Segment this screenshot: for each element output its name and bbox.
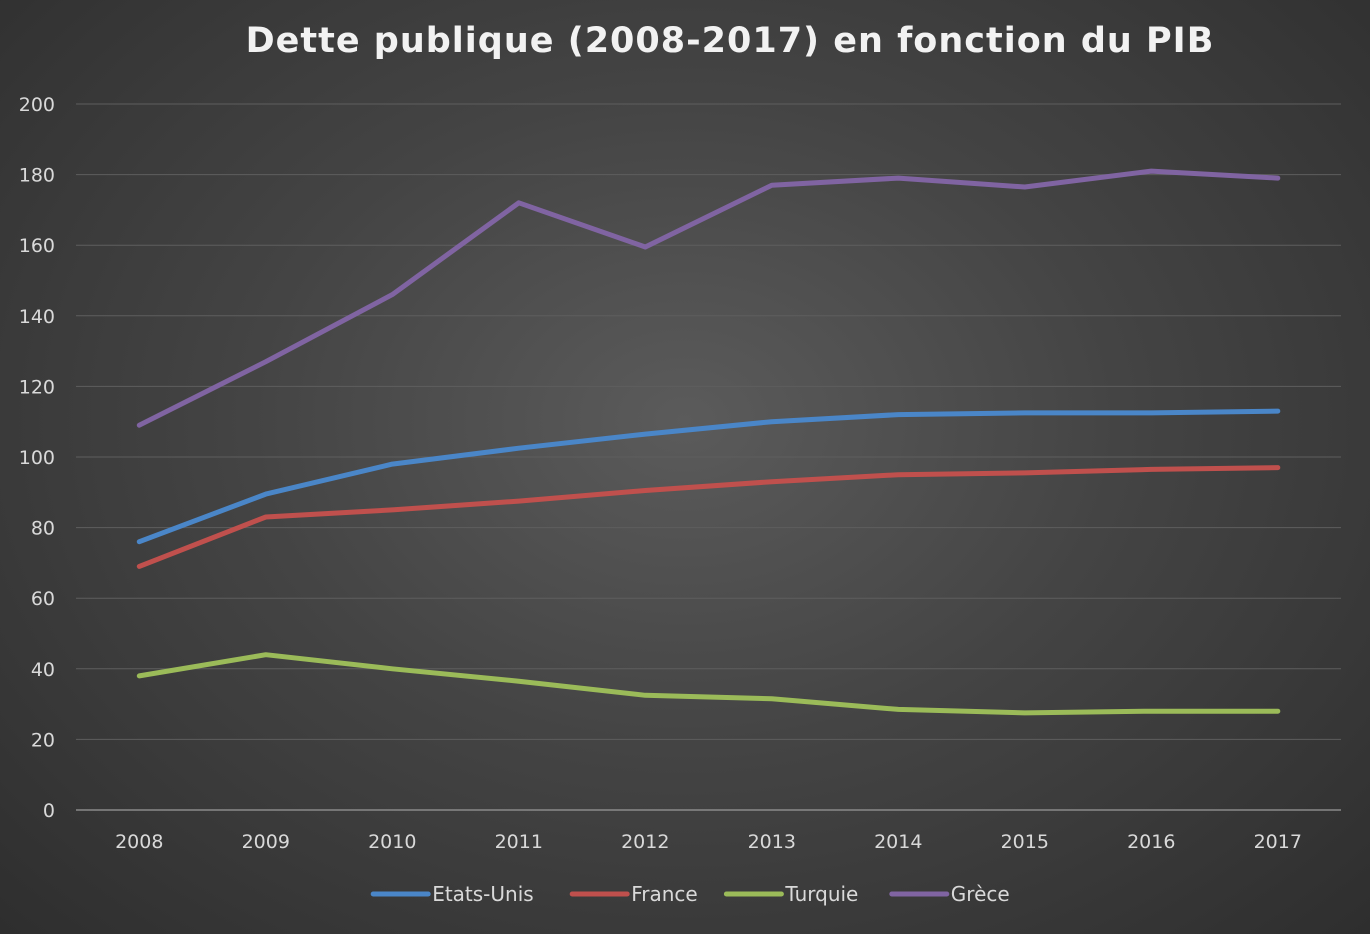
x-tick-label: 2014 xyxy=(874,831,922,853)
legend: Etats-Unis France Turquie Grèce xyxy=(370,882,1010,906)
gridlines xyxy=(76,103,1341,811)
legend-label: France xyxy=(631,882,698,906)
legend-item-turquie: Turquie xyxy=(723,882,858,906)
y-tick-label: 80 xyxy=(31,518,55,540)
series-line-etats-unis xyxy=(136,408,1281,545)
y-tick-label: 60 xyxy=(31,588,55,610)
legend-label: Etats-Unis xyxy=(432,882,534,906)
y-tick-label: 20 xyxy=(31,729,55,751)
legend-item-france: France xyxy=(569,882,698,906)
x-tick-label: 2009 xyxy=(242,831,290,853)
x-tick-label: 2013 xyxy=(748,831,796,853)
legend-label: Turquie xyxy=(784,882,858,906)
x-tick-label: 2012 xyxy=(621,831,669,853)
series-line-turquie xyxy=(136,652,1281,716)
y-axis: 0 20 40 60 80 100 120 140 160 180 200 xyxy=(19,94,55,822)
chart-title: Dette publique (2008-2017) en fonction d… xyxy=(246,21,1215,61)
series-line-grece xyxy=(136,168,1281,428)
y-tick-label: 0 xyxy=(43,800,55,822)
legend-item-grece: Grèce xyxy=(889,882,1010,906)
y-tick-label: 100 xyxy=(19,447,55,469)
x-tick-label: 2010 xyxy=(368,831,416,853)
x-tick-label: 2017 xyxy=(1254,831,1302,853)
x-tick-label: 2016 xyxy=(1127,831,1175,853)
y-tick-label: 200 xyxy=(19,94,55,116)
legend-label: Grèce xyxy=(951,882,1010,906)
x-tick-label: 2015 xyxy=(1001,831,1049,853)
legend-item-etats-unis: Etats-Unis xyxy=(370,882,534,906)
x-tick-label: 2008 xyxy=(115,831,163,853)
y-tick-label: 180 xyxy=(19,165,55,187)
y-tick-label: 140 xyxy=(19,306,55,328)
series-lines xyxy=(136,168,1281,716)
x-tick-label: 2011 xyxy=(495,831,543,853)
y-tick-label: 160 xyxy=(19,235,55,257)
series-line-france xyxy=(136,465,1281,569)
x-axis: 2008 2009 2010 2011 2012 2013 2014 2015 2016 2017 xyxy=(115,831,1302,853)
y-tick-label: 40 xyxy=(31,659,55,681)
y-tick-label: 120 xyxy=(19,376,55,398)
